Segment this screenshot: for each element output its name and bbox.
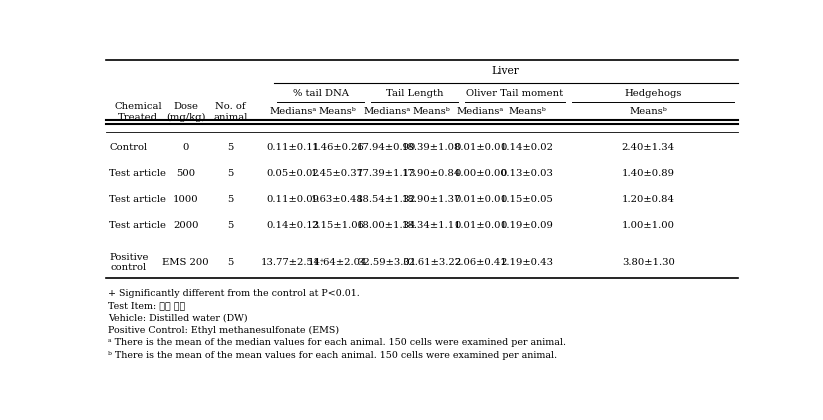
- Text: 5: 5: [227, 194, 234, 204]
- Text: 18.90±1.37: 18.90±1.37: [402, 194, 461, 204]
- Text: Positive
control: Positive control: [109, 252, 149, 272]
- Text: 0.01±0.01: 0.01±0.01: [454, 194, 507, 204]
- Text: 500: 500: [176, 169, 195, 178]
- Text: 13.77±2.51⁺: 13.77±2.51⁺: [261, 258, 325, 267]
- Text: Mediansᵃ: Mediansᵃ: [363, 108, 411, 116]
- Text: 0.00±0.00: 0.00±0.00: [454, 169, 507, 178]
- Text: Liver: Liver: [491, 66, 519, 76]
- Text: ᵇ There is the mean of the mean values for each animal. 150 cells were examined : ᵇ There is the mean of the mean values f…: [108, 351, 557, 360]
- Text: 17.39±1.13: 17.39±1.13: [357, 169, 416, 178]
- Text: 5: 5: [227, 143, 234, 152]
- Text: 2000: 2000: [173, 220, 198, 230]
- Text: 2.15±1.06: 2.15±1.06: [311, 220, 364, 230]
- Text: No. of
animal: No. of animal: [213, 102, 248, 121]
- Text: Meansᵇ: Meansᵇ: [630, 108, 667, 116]
- Text: Vehicle: Distilled water (DW): Vehicle: Distilled water (DW): [108, 314, 248, 323]
- Text: 18.54±1.32: 18.54±1.32: [357, 194, 416, 204]
- Text: Meansᵇ: Meansᵇ: [319, 108, 356, 116]
- Text: 0: 0: [183, 143, 189, 152]
- Text: Mediansᵃ: Mediansᵃ: [457, 108, 504, 116]
- Text: 1.00±1.00: 1.00±1.00: [621, 220, 675, 230]
- Text: 5: 5: [227, 258, 234, 267]
- Text: 0.01±0.01: 0.01±0.01: [454, 220, 507, 230]
- Text: 2.19±0.43: 2.19±0.43: [500, 258, 554, 267]
- Text: 0.14±0.13: 0.14±0.13: [267, 220, 319, 230]
- Text: Test article: Test article: [109, 220, 166, 230]
- Text: ᵃ There is the mean of the median values for each animal. 150 cells were examine: ᵃ There is the mean of the median values…: [108, 338, 566, 347]
- Text: 18.39±1.08: 18.39±1.08: [402, 143, 461, 152]
- Text: 32.59±3.01: 32.59±3.01: [357, 258, 416, 267]
- Text: 5: 5: [227, 169, 234, 178]
- Text: 1000: 1000: [173, 194, 198, 204]
- Text: 17.90±0.84: 17.90±0.84: [402, 169, 461, 178]
- Text: 5: 5: [227, 220, 234, 230]
- Text: 2.06±0.41: 2.06±0.41: [454, 258, 507, 267]
- Text: 1.40±0.89: 1.40±0.89: [621, 169, 675, 178]
- Text: Test Item: 세신 분말: Test Item: 세신 분말: [108, 302, 185, 310]
- Text: 0.11±0.09: 0.11±0.09: [267, 194, 319, 204]
- Text: % tail DNA: % tail DNA: [293, 89, 349, 97]
- Text: 0.11±0.11: 0.11±0.11: [267, 143, 319, 152]
- Text: 32.61±3.22: 32.61±3.22: [402, 258, 461, 267]
- Text: 0.19±0.09: 0.19±0.09: [500, 220, 553, 230]
- Text: 1.63±0.48: 1.63±0.48: [311, 194, 364, 204]
- Text: 0.15±0.05: 0.15±0.05: [500, 194, 553, 204]
- Text: Positive Control: Ethyl methanesulfonate (EMS): Positive Control: Ethyl methanesulfonate…: [108, 326, 339, 335]
- Text: 17.94±0.99: 17.94±0.99: [357, 143, 416, 152]
- Text: Test article: Test article: [109, 194, 166, 204]
- Text: Hedgehogs: Hedgehogs: [625, 89, 681, 97]
- Text: + Significantly different from the control at P<0.01.: + Significantly different from the contr…: [108, 289, 360, 298]
- Text: 0.05±0.02: 0.05±0.02: [267, 169, 319, 178]
- Text: Control: Control: [109, 143, 147, 152]
- Text: 1.20±0.84: 1.20±0.84: [621, 194, 675, 204]
- Text: Test article: Test article: [109, 169, 166, 178]
- Text: 0.13±0.03: 0.13±0.03: [500, 169, 553, 178]
- Text: EMS 200: EMS 200: [162, 258, 209, 267]
- Text: 2.40±1.34: 2.40±1.34: [621, 143, 675, 152]
- Text: Meansᵇ: Meansᵇ: [412, 108, 450, 116]
- Text: Oliver Tail moment: Oliver Tail moment: [467, 89, 564, 97]
- Text: Meansᵇ: Meansᵇ: [508, 108, 546, 116]
- Text: 0.01±0.01: 0.01±0.01: [454, 143, 507, 152]
- Text: 1.46±0.26: 1.46±0.26: [311, 143, 364, 152]
- Text: Tail Length: Tail Length: [386, 89, 444, 97]
- Text: Chemical
Treated: Chemical Treated: [114, 102, 162, 121]
- Text: Mediansᵃ: Mediansᵃ: [269, 108, 317, 116]
- Text: Dose
(mg/kg): Dose (mg/kg): [166, 102, 206, 122]
- Text: 18.34±1.11: 18.34±1.11: [402, 220, 461, 230]
- Text: 18.00±1.34: 18.00±1.34: [357, 220, 416, 230]
- Text: 3.80±1.30: 3.80±1.30: [622, 258, 675, 267]
- Text: 14.64±2.04: 14.64±2.04: [308, 258, 367, 267]
- Text: 1.45±0.37: 1.45±0.37: [311, 169, 364, 178]
- Text: 0.14±0.02: 0.14±0.02: [500, 143, 554, 152]
